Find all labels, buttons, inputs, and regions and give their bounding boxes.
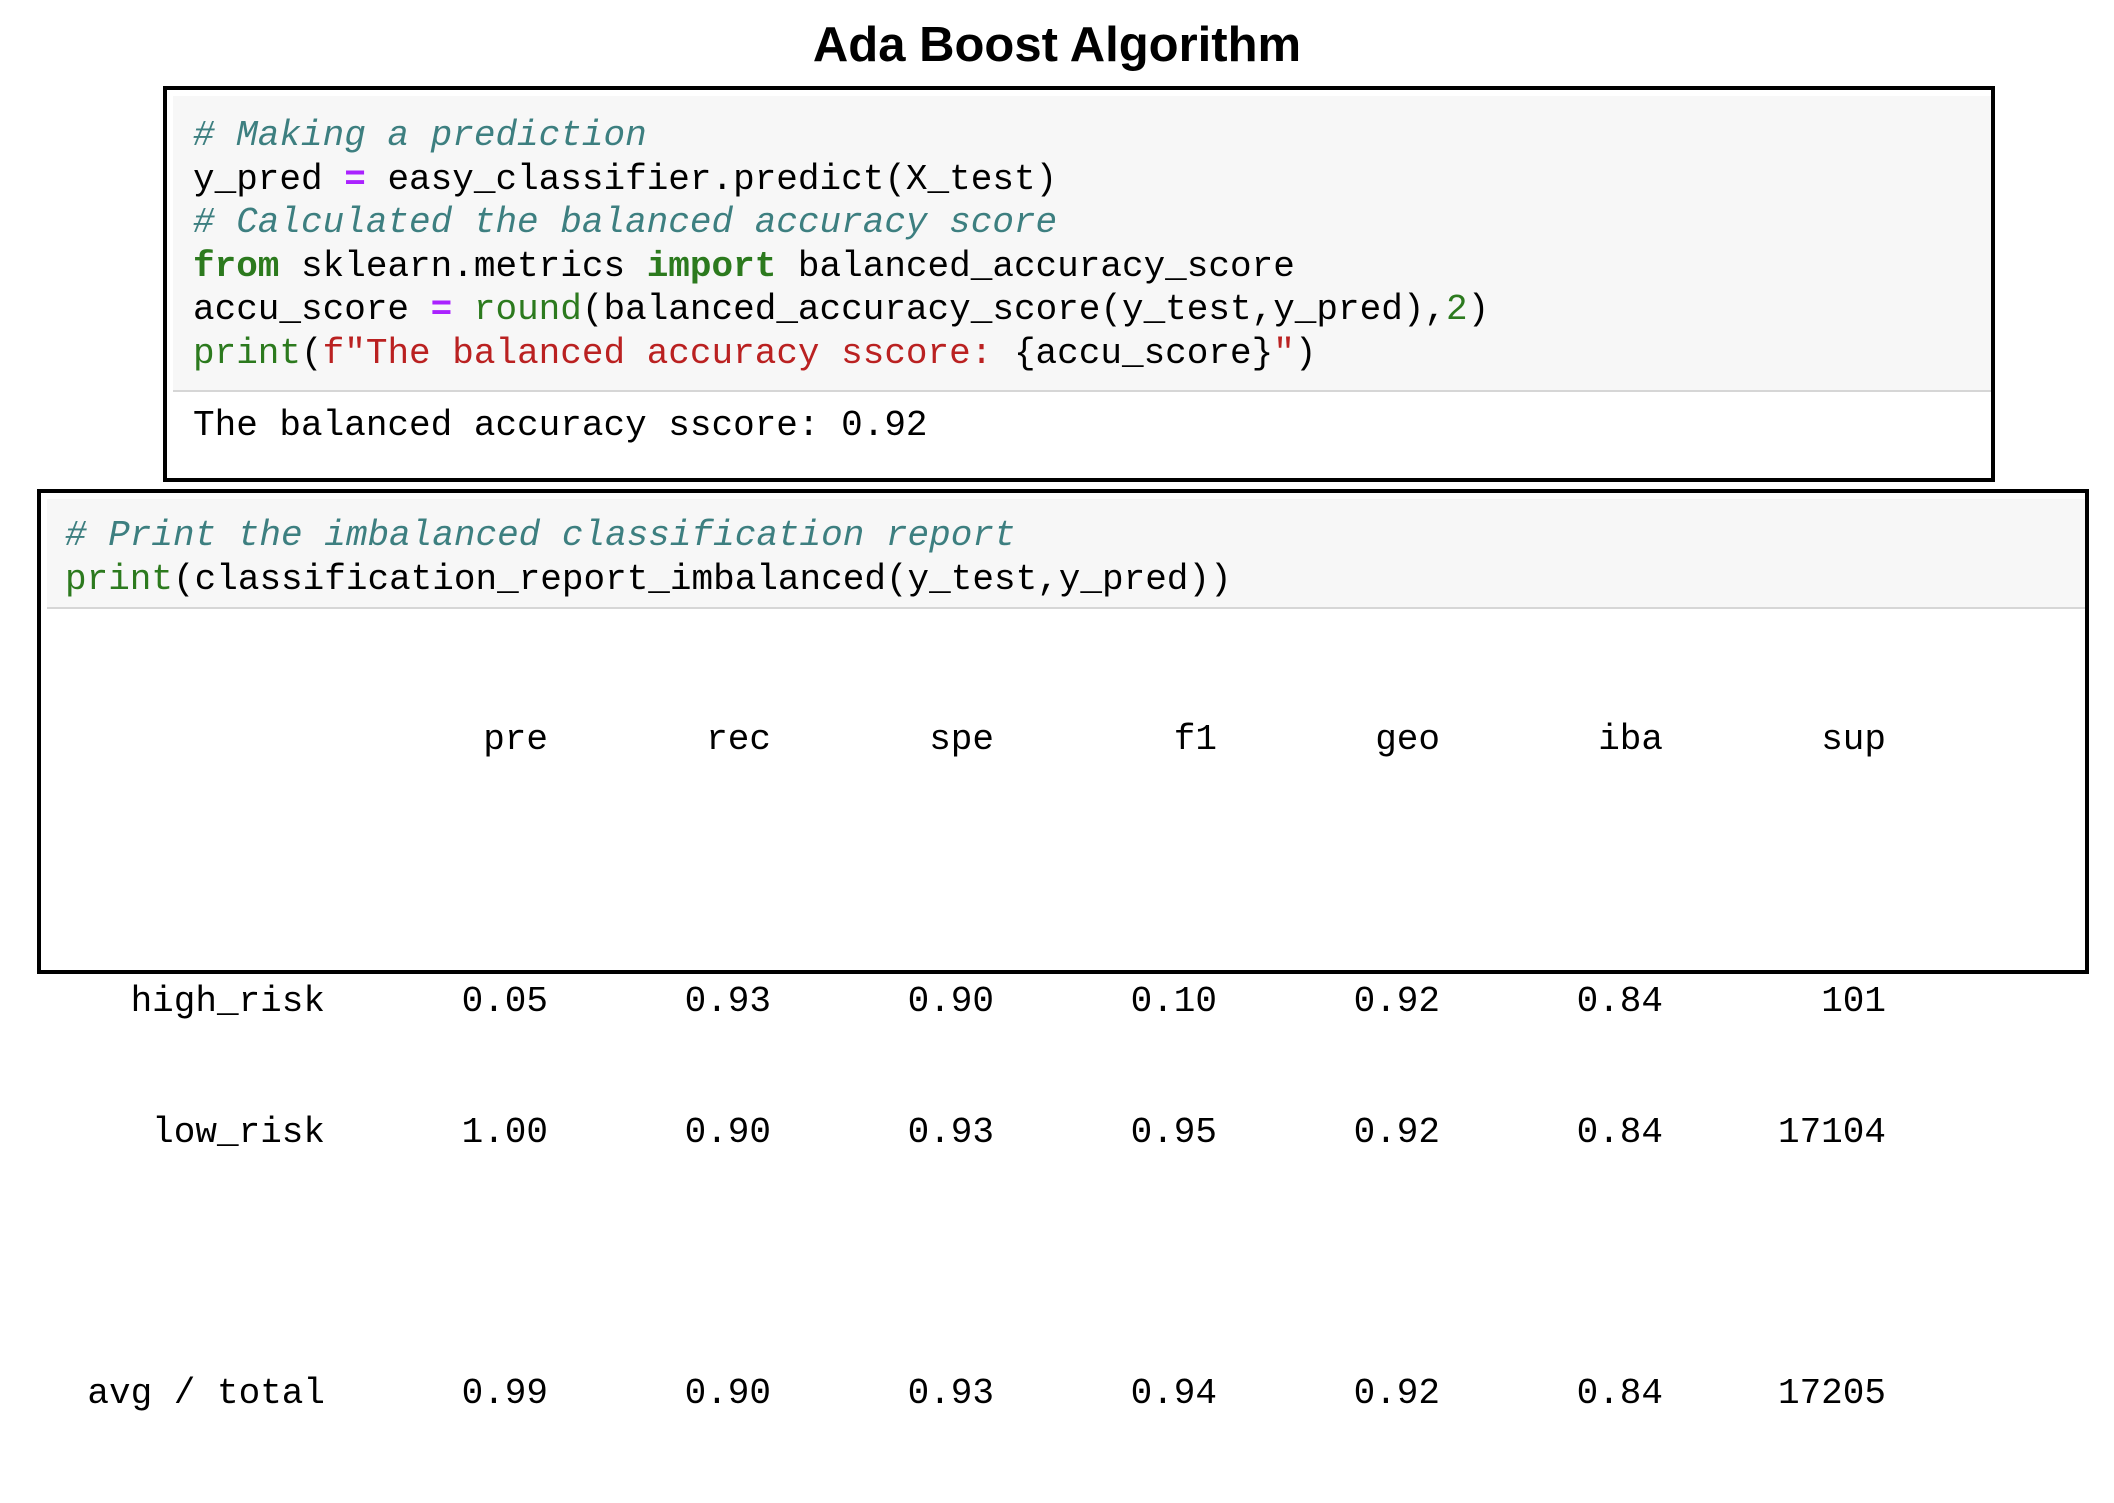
report-row-total: avg / total 0.99 0.90 0.93 0.94 0.92 0.8… [65, 1372, 1886, 1416]
builtin-print: print [65, 558, 174, 600]
report-header: f1 [1173, 719, 1217, 761]
code-line: # Making a prediction [193, 114, 1489, 158]
notebook-cell-report[interactable]: # Print the imbalanced classification re… [37, 489, 2089, 1414]
code-editor[interactable]: # Print the imbalanced classification re… [65, 514, 1232, 601]
report-label-spacer [65, 718, 325, 762]
report-cell: 0.90 [684, 1111, 771, 1153]
report-header: rec [706, 719, 771, 761]
code-line: # Print the imbalanced classification re… [65, 514, 1232, 558]
cell-output: The balanced accuracy sscore: 0.92 [193, 405, 928, 446]
report-cell: 0.84 [1576, 1111, 1663, 1153]
report-blank-row [65, 849, 1886, 893]
builtin-round: round [473, 289, 582, 331]
code-comment: # Calculated the balanced accuracy score [193, 202, 1058, 244]
code-text: (balanced_accuracy_score(y_test,y_pred), [581, 289, 1447, 331]
report-header: pre [483, 719, 548, 761]
builtin-print: print [193, 332, 302, 374]
report-cell: 0.90 [907, 980, 994, 1022]
keyword-import: import [646, 245, 777, 287]
report-cell: 0.84 [1576, 1373, 1663, 1415]
code-comment: # Making a prediction [193, 115, 647, 156]
code-text [452, 289, 474, 330]
code-line: print(classification_report_imbalanced(y… [65, 558, 1232, 602]
report-cell: 0.05 [461, 980, 548, 1022]
report-cell: 0.90 [684, 1373, 771, 1415]
classification-report: pre rec spe f1 geo iba sup high_risk 0.0… [65, 631, 1886, 1503]
code-line: print(f"The balanced accuracy sscore: {a… [193, 332, 1489, 376]
report-row-low-risk: low_risk 1.00 0.90 0.93 0.95 0.92 0.84 1… [65, 1111, 1886, 1155]
code-comment: # Print the imbalanced classification re… [65, 515, 1016, 556]
code-text: ) [1294, 332, 1317, 374]
number-literal: 2 [1446, 289, 1468, 331]
report-cell: 0.94 [1130, 1373, 1217, 1415]
page-title: Ada Boost Algorithm [812, 18, 1302, 72]
report-blank-row [65, 1241, 1886, 1285]
code-line: # Calculated the balanced accuracy score [193, 201, 1489, 245]
code-input-area[interactable]: # Print the imbalanced classification re… [47, 499, 2085, 609]
report-row-label: avg / total [87, 1373, 325, 1415]
code-line: y_pred = easy_classifier.predict(X_test) [193, 158, 1489, 202]
string-interpolation: {accu_score} [1013, 332, 1274, 374]
report-cell: 101 [1821, 980, 1886, 1022]
report-row-label: high_risk [130, 980, 325, 1022]
code-text: y_pred [193, 158, 345, 200]
keyword-from: from [193, 245, 280, 287]
report-row-label: low_risk [152, 1111, 325, 1153]
report-header: iba [1598, 719, 1663, 761]
code-line: from sklearn.metrics import balanced_acc… [193, 245, 1489, 289]
assign-operator: = [344, 158, 366, 200]
code-text: easy_classifier.predict(X_test) [365, 158, 1058, 200]
assign-operator: = [430, 289, 453, 331]
report-cell: 0.92 [1353, 980, 1440, 1022]
report-header: spe [929, 719, 994, 761]
code-input-area[interactable]: # Making a prediction y_pred = easy_class… [173, 96, 1991, 392]
report-cell: 0.95 [1130, 1111, 1217, 1153]
code-text: accu_score [193, 289, 431, 331]
report-cell: 0.92 [1353, 1111, 1440, 1153]
report-cell: 0.10 [1130, 980, 1217, 1022]
report-row-high-risk: high_risk 0.05 0.93 0.90 0.10 0.92 0.84 … [65, 980, 1886, 1024]
report-cell: 17104 [1777, 1111, 1886, 1153]
code-text: ) [1467, 289, 1490, 331]
report-header-row: pre rec spe f1 geo iba sup [65, 718, 1886, 762]
notebook-cell-prediction[interactable]: # Making a prediction y_pred = easy_class… [163, 86, 1995, 482]
report-cell: 0.84 [1576, 980, 1663, 1022]
code-line: accu_score = round(balanced_accuracy_sco… [193, 288, 1489, 332]
report-cell: 0.93 [907, 1111, 994, 1153]
code-text: (classification_report_imbalanced(y_test… [173, 558, 1232, 600]
report-header: sup [1821, 719, 1886, 761]
code-text: sklearn.metrics [279, 245, 647, 287]
string-literal: f"The balanced accuracy sscore: [322, 332, 1014, 374]
report-cell: 0.92 [1353, 1373, 1440, 1415]
report-cell: 0.93 [907, 1373, 994, 1415]
report-cell: 0.99 [461, 1373, 548, 1415]
code-editor[interactable]: # Making a prediction y_pred = easy_class… [193, 114, 1489, 376]
report-cell: 0.93 [684, 980, 771, 1022]
code-text: ( [301, 332, 323, 374]
report-header: geo [1375, 719, 1440, 761]
report-cell: 17205 [1777, 1373, 1886, 1415]
report-cell: 1.00 [461, 1111, 548, 1153]
string-literal: " [1273, 332, 1295, 374]
code-text: balanced_accuracy_score [776, 245, 1295, 287]
